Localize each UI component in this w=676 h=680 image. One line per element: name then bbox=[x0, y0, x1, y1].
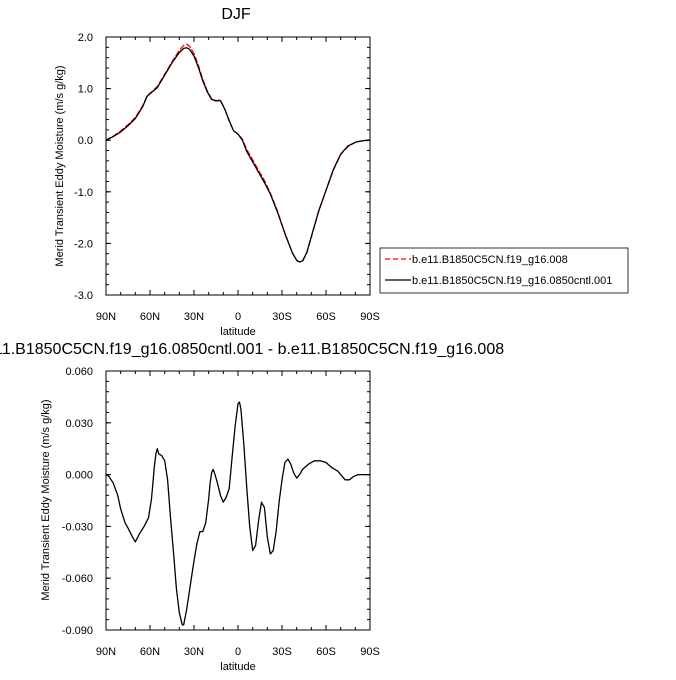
legend-box bbox=[379, 247, 629, 294]
bottom-chart-x-axis-label: latitude bbox=[220, 661, 255, 673]
top-chart-x-axis-label: latitude bbox=[220, 326, 255, 338]
top-chart-legend: b.e11.B1850C5CN.f19_g16.008 b.e11.B1850C… bbox=[379, 247, 629, 294]
bottom-chart-y-tick-label: 0.030 bbox=[65, 418, 93, 430]
top-chart-y-tick-label: 1.0 bbox=[78, 84, 93, 96]
bottom-chart-y-tick-label: 0.000 bbox=[65, 470, 93, 482]
bottom-chart-series-line-1 bbox=[105, 401, 371, 626]
bottom-chart-title: b.e11.B1850C5CN.f19_g16.0850cntl.001 - b… bbox=[0, 341, 504, 358]
top-chart-series-line-2 bbox=[105, 47, 371, 263]
top-chart-x-tick-label: 60N bbox=[140, 311, 160, 323]
bottom-chart-x-tick-label: 30N bbox=[184, 646, 204, 658]
bottom-chart-y-tick-label: -0.090 bbox=[62, 625, 93, 637]
bottom-chart-x-tick-label: 0 bbox=[235, 646, 241, 658]
bottom-chart-ticks: 90N 60N 30N 0 30S 60S 90S 0.060 0.030 0.000 -0.030… bbox=[62, 366, 380, 658]
top-chart-y-tick-label: 2.0 bbox=[78, 32, 93, 44]
bottom-chart-series bbox=[105, 401, 371, 626]
bottom-chart-plot-frame bbox=[105, 370, 371, 631]
bottom-chart-y-tick-label: 0.060 bbox=[65, 366, 93, 378]
top-chart-title: DJF bbox=[221, 6, 251, 23]
bottom-chart-y-axis-label: Merid Transient Eddy Moisture (m/s g/kg) bbox=[40, 399, 52, 600]
top-chart-x-tick-label: 30N bbox=[184, 311, 204, 323]
top-chart-x-tick-label: 90S bbox=[360, 311, 380, 323]
bottom-chart-x-tick-label: 30S bbox=[272, 646, 292, 658]
top-chart-x-tick-label: 90N bbox=[96, 311, 116, 323]
top-chart-y-tick-label: -2.0 bbox=[74, 238, 93, 250]
bottom-chart-x-tick-label: 90S bbox=[360, 646, 380, 658]
top-chart-plot-frame bbox=[105, 36, 371, 296]
bottom-chart-y-tick-label: -0.030 bbox=[62, 521, 93, 533]
top-chart-ticks: 90N 60N 30N 0 30S 60S 90S 2.0 1.0 0.0 -1.0 -2.0 -3.0 bbox=[74, 32, 380, 323]
top-chart-series bbox=[105, 43, 371, 263]
bottom-chart-x-tick-label: 60N bbox=[140, 646, 160, 658]
top-chart-y-tick-label: -3.0 bbox=[74, 290, 93, 302]
bottom-chart: b.e11.B1850C5CN.f19_g16.0850cntl.001 - b… bbox=[0, 341, 504, 673]
top-chart: DJF 90N 60N 30N 0 30S 60S 90S 2.0 1.0 0.0 -1.0 -2.0… bbox=[54, 6, 629, 338]
top-chart-x-tick-label: 0 bbox=[235, 311, 241, 323]
bottom-chart-x-tick-label: 60S bbox=[316, 646, 336, 658]
top-chart-x-tick-label: 60S bbox=[316, 311, 336, 323]
top-chart-series-line-1 bbox=[105, 43, 371, 263]
legend-label-series-1: b.e11.B1850C5CN.f19_g16.008 bbox=[412, 254, 568, 266]
bottom-chart-y-tick-label: -0.060 bbox=[62, 573, 93, 585]
top-chart-y-tick-label: -1.0 bbox=[74, 187, 93, 199]
legend-label-series-2: b.e11.B1850C5CN.f19_g16.0850cntl.001 bbox=[412, 275, 612, 287]
bottom-chart-x-tick-label: 90N bbox=[96, 646, 116, 658]
top-chart-y-axis-label: Merid Transient Eddy Moisture (m/s g/kg) bbox=[54, 65, 66, 266]
top-chart-x-tick-label: 30S bbox=[272, 311, 292, 323]
top-chart-y-tick-label: 0.0 bbox=[78, 135, 93, 147]
